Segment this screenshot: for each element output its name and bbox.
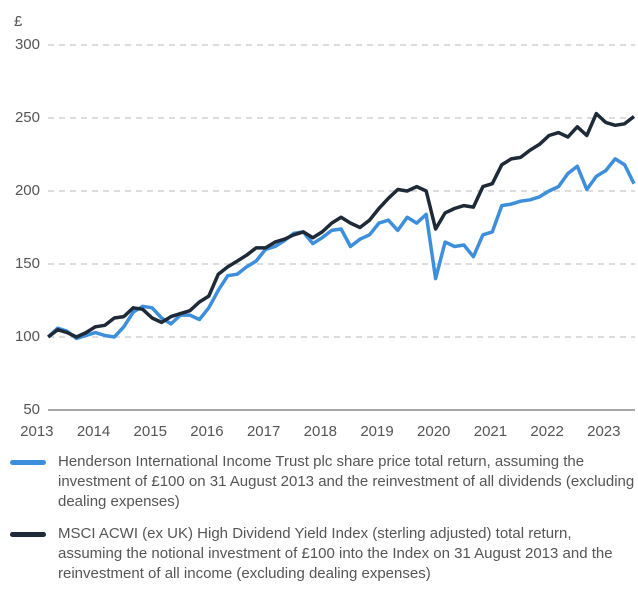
- x-tick-label: 2020: [417, 423, 450, 440]
- y-tick-label: 50: [23, 401, 40, 418]
- y-tick-label: 300: [15, 36, 40, 53]
- legend-swatch: [10, 532, 46, 537]
- x-tick-label: 2023: [587, 423, 620, 440]
- x-tick-label: 2017: [247, 423, 280, 440]
- x-tick-label: 2015: [134, 423, 167, 440]
- x-tick-label: 2013: [20, 423, 53, 440]
- y-tick-label: 100: [15, 328, 40, 345]
- series-line: [47, 157, 636, 341]
- x-tick-label: 2022: [530, 423, 563, 440]
- legend-item: MSCI ACWI (ex UK) High Dividend Yield In…: [0, 524, 636, 584]
- legend: Henderson International Income Trust plc…: [0, 452, 638, 596]
- legend-label: Henderson International Income Trust plc…: [58, 453, 635, 510]
- x-tick-label: 2021: [474, 423, 507, 440]
- y-tick-label: 200: [15, 182, 40, 199]
- x-tick-label: 2014: [77, 423, 110, 440]
- legend-label: MSCI ACWI (ex UK) High Dividend Yield In…: [58, 525, 613, 582]
- x-tick-label: 2018: [304, 423, 337, 440]
- legend-swatch: [10, 460, 46, 465]
- chart: £ 50 100 150 200 250 300 2013 2014 2015 2016 2017 2…: [14, 13, 636, 440]
- y-axis-unit: £: [14, 13, 23, 30]
- series-line: [47, 111, 636, 339]
- y-tick-label: 250: [15, 109, 40, 126]
- y-tick-label: 150: [15, 255, 40, 272]
- x-tick-label: 2019: [360, 423, 393, 440]
- x-tick-label: 2016: [190, 423, 223, 440]
- legend-item: Henderson International Income Trust plc…: [0, 452, 636, 512]
